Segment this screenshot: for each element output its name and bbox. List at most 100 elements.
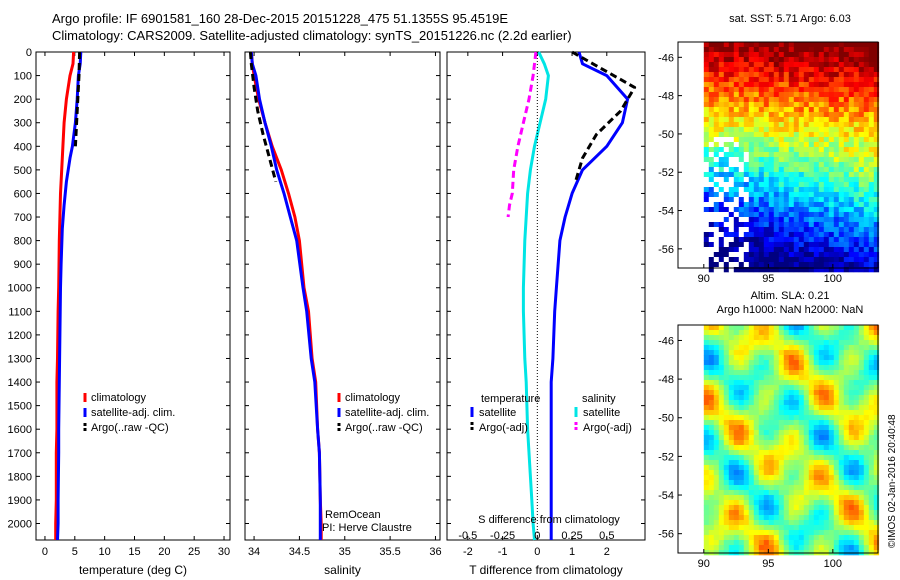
sla_map-cell — [823, 360, 830, 366]
sla_map-cell — [788, 330, 795, 336]
sla_map-cell — [773, 465, 780, 471]
sst_map-cell — [758, 252, 765, 258]
sla_map-cell — [773, 340, 780, 346]
sla_map-cell — [823, 485, 830, 491]
sla_map-cell — [863, 345, 870, 351]
sla_map-cell — [848, 330, 855, 336]
sla_map-cell — [763, 515, 770, 521]
sla_map-cell — [773, 375, 780, 381]
sla_map-cell — [813, 455, 820, 461]
sst_map-cell — [773, 147, 780, 153]
sst_map-cell — [793, 227, 800, 233]
sla_map-cell — [768, 400, 775, 406]
sst_map-cell — [838, 52, 845, 58]
sla_map-cell — [788, 530, 795, 536]
sla_map-cell — [838, 525, 845, 531]
sst_map-cell — [708, 157, 715, 163]
sst_map-cell — [788, 227, 795, 233]
sst_map-cell — [723, 117, 730, 123]
sla_map-cell — [798, 545, 805, 551]
sla_map-cell — [788, 420, 795, 426]
sla_map-cell — [753, 400, 760, 406]
sla_map-cell — [753, 370, 760, 376]
sla_map-cell — [823, 530, 830, 536]
sla_map-cell — [718, 405, 725, 411]
sst_map-cell — [803, 102, 810, 108]
sla_map-cell — [843, 395, 850, 401]
sla_map-cell — [828, 515, 835, 521]
sla_map-cell — [788, 540, 795, 546]
sst_map-cell — [848, 62, 855, 68]
sst_map-cell — [813, 137, 820, 143]
sst_map-cell — [833, 222, 840, 228]
sst_map-cell — [758, 62, 765, 68]
sst_map-cell — [778, 252, 785, 258]
sla_map-cell — [773, 365, 780, 371]
sla_map-cell — [863, 375, 870, 381]
sst_map-cell — [768, 267, 775, 273]
sla_map-cell — [853, 375, 860, 381]
sla_map-cell — [823, 490, 830, 496]
sla_map-cell — [773, 470, 780, 476]
sst_map-cell — [733, 232, 740, 238]
sla_map-cell — [718, 330, 725, 336]
sla_map-cell — [803, 465, 810, 471]
sla_map-cell — [738, 345, 745, 351]
depth-tick-label: 700 — [14, 212, 32, 224]
sla_map-cell — [808, 355, 815, 361]
sla_map-cell — [808, 340, 815, 346]
sla_map-cell — [868, 375, 875, 381]
sst_map-cell — [788, 47, 795, 53]
sla_map-cell — [868, 390, 875, 396]
sst_map-cell — [748, 87, 755, 93]
sst_map-cell — [853, 227, 860, 233]
sla_map-cell — [783, 450, 790, 456]
sla_map-cell — [833, 335, 840, 341]
sst_map-cell — [833, 92, 840, 98]
sla_map-cell — [873, 430, 880, 436]
sst_map-cell — [808, 162, 815, 168]
sla_map-cell — [718, 535, 725, 541]
sst_map-cell — [708, 132, 715, 138]
sst_map-cell — [838, 67, 845, 73]
sst_map-cell — [718, 52, 725, 58]
sst_map-cell — [763, 177, 770, 183]
sst_map-cell — [788, 222, 795, 228]
sla_map-cell — [828, 330, 835, 336]
sla_map-cell — [783, 480, 790, 486]
sla_map-cell — [873, 490, 880, 496]
sla_map-cell — [833, 460, 840, 466]
sla_map-cell — [848, 325, 855, 331]
sla_map-cell — [758, 460, 765, 466]
sla_map-cell — [828, 455, 835, 461]
sla_map-cell — [838, 410, 845, 416]
sla_map-cell — [728, 450, 735, 456]
sst_map-cell — [718, 42, 725, 48]
sla_map-cell — [813, 435, 820, 441]
sla_map-ytick-label: -48 — [658, 374, 674, 386]
sst_map-cell — [823, 107, 830, 113]
sla_map-cell — [778, 445, 785, 451]
sst_map-cell — [838, 172, 845, 178]
sst_map-cell — [718, 197, 725, 203]
sst_map-cell — [733, 162, 740, 168]
sst_map-cell — [798, 92, 805, 98]
sla_map-cell — [753, 410, 760, 416]
sst_map-cell — [743, 237, 750, 243]
sla_map-cell — [768, 375, 775, 381]
sla_map-cell — [768, 475, 775, 481]
sla_map-cell — [708, 450, 715, 456]
sla_map-cell — [808, 465, 815, 471]
salinity-legend-label: climatology — [345, 392, 401, 404]
sst_map-cell — [808, 222, 815, 228]
sst_map-cell — [708, 67, 715, 73]
sla_map-cell — [763, 375, 770, 381]
sla_map-cell — [738, 340, 745, 346]
sla_map-cell — [798, 375, 805, 381]
sst_map-cell — [723, 112, 730, 118]
sla_map-cell — [853, 530, 860, 536]
sst_map-cell — [738, 97, 745, 103]
sst_map-cell — [803, 157, 810, 163]
sla_map-cell — [708, 335, 715, 341]
sla_map-cell — [838, 500, 845, 506]
